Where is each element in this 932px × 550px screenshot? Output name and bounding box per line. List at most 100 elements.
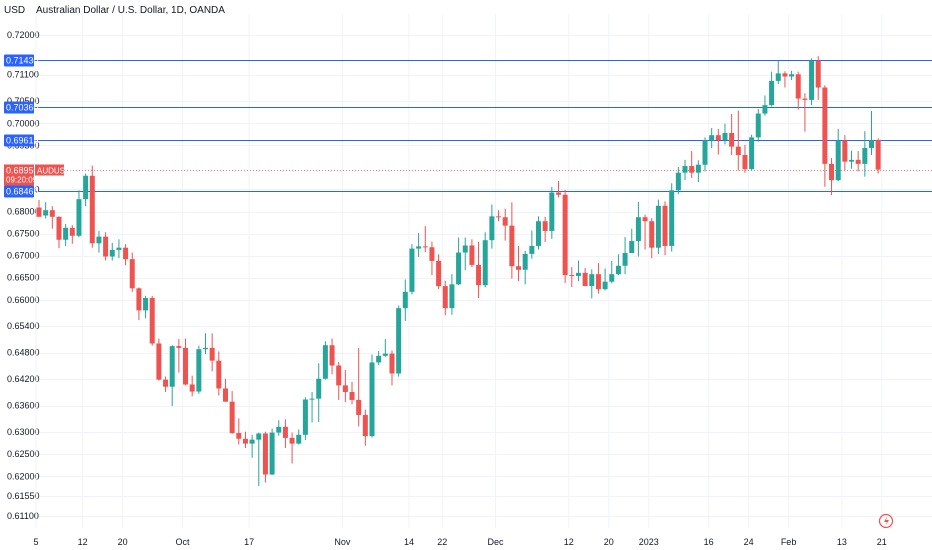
logo-bolt	[884, 516, 889, 527]
candle	[469, 239, 475, 268]
candle	[562, 189, 568, 284]
candle-body	[49, 210, 55, 217]
candle-body	[382, 353, 388, 356]
candle-body	[835, 140, 841, 181]
price-level-label: 0.70360	[6, 103, 39, 113]
candle-body	[136, 288, 142, 311]
price-levels: 0.71430 0.70360 0.69615 0.68466	[4, 54, 932, 198]
x-tick-label: Dec	[488, 537, 505, 547]
candle-body	[735, 146, 741, 156]
candle-body	[316, 378, 322, 399]
candle-body	[396, 308, 402, 374]
candle	[342, 369, 348, 403]
candle-body	[602, 281, 608, 290]
candle	[309, 391, 315, 423]
candle	[156, 338, 162, 381]
candle	[402, 279, 408, 321]
last-price-tag	[4, 164, 34, 186]
candle-body	[709, 135, 715, 141]
candle	[729, 113, 735, 156]
candle	[835, 128, 841, 182]
candle-body	[489, 216, 495, 241]
candle-body	[289, 437, 295, 444]
candle-body	[156, 343, 162, 380]
x-tick-label: 22	[437, 537, 447, 547]
candle-body	[242, 438, 248, 444]
candle	[196, 345, 202, 394]
candle	[682, 159, 688, 181]
candle-body	[56, 216, 62, 240]
candle-body	[795, 74, 801, 99]
candle-body	[555, 192, 561, 195]
candle-body	[549, 192, 555, 231]
candle	[855, 151, 861, 172]
x-tick-label: Feb	[781, 537, 797, 547]
candle	[422, 226, 428, 253]
candle-body	[755, 113, 761, 138]
candle-body	[309, 398, 315, 400]
candle	[622, 237, 628, 275]
candle	[369, 354, 375, 438]
candle-body	[143, 298, 149, 311]
candle-body	[629, 241, 635, 253]
candle	[229, 391, 235, 434]
candle	[356, 347, 362, 427]
candle	[76, 190, 82, 238]
candle	[496, 210, 502, 222]
candle-body	[496, 216, 502, 218]
candle-body	[342, 385, 348, 392]
candle	[376, 350, 382, 366]
candle-body	[329, 345, 335, 366]
candle-body	[722, 132, 728, 141]
candle-body	[762, 105, 768, 114]
candle-body	[222, 388, 228, 402]
candle-body	[196, 349, 202, 392]
candle-body	[163, 379, 169, 387]
candle-body	[189, 384, 195, 392]
candle-body	[802, 98, 808, 100]
candle	[103, 232, 109, 261]
candle	[669, 183, 675, 252]
candle	[695, 160, 701, 182]
candle-body	[702, 140, 708, 165]
candle	[362, 409, 368, 446]
candle-body	[649, 221, 655, 248]
candle	[809, 58, 815, 106]
candle-body	[103, 236, 109, 257]
candle	[709, 128, 715, 148]
x-tick-label: 24	[744, 537, 754, 547]
candle	[755, 109, 761, 142]
candle	[116, 239, 122, 259]
candle	[815, 56, 821, 100]
chart-title: Australian Dollar / U.S. Dollar, 1D, OAN…	[36, 5, 225, 16]
candle	[136, 287, 142, 321]
candle	[176, 339, 182, 373]
candle-body	[456, 252, 462, 285]
y-tick-label: 0.64800	[7, 348, 40, 358]
x-tick-label: 17	[244, 537, 254, 547]
candle-body	[203, 347, 208, 350]
candle-body	[123, 247, 129, 260]
candle-body	[429, 247, 435, 261]
candle-body	[715, 135, 721, 141]
candle	[256, 432, 262, 486]
candle	[595, 263, 601, 294]
candle-body	[262, 433, 268, 475]
candle-body	[83, 175, 89, 200]
candle-body	[149, 298, 155, 344]
candle	[302, 397, 308, 441]
candle	[222, 378, 228, 402]
candle-body	[229, 401, 235, 434]
candle	[842, 135, 848, 171]
candle-body	[809, 60, 815, 100]
candle-body	[669, 190, 675, 246]
candle-body	[416, 246, 422, 249]
candle-body	[509, 225, 515, 267]
candle-body	[862, 147, 868, 164]
candle	[762, 95, 768, 116]
y-tick-label: 0.61100	[7, 511, 39, 521]
candle-body	[249, 439, 255, 444]
candle	[649, 218, 655, 259]
